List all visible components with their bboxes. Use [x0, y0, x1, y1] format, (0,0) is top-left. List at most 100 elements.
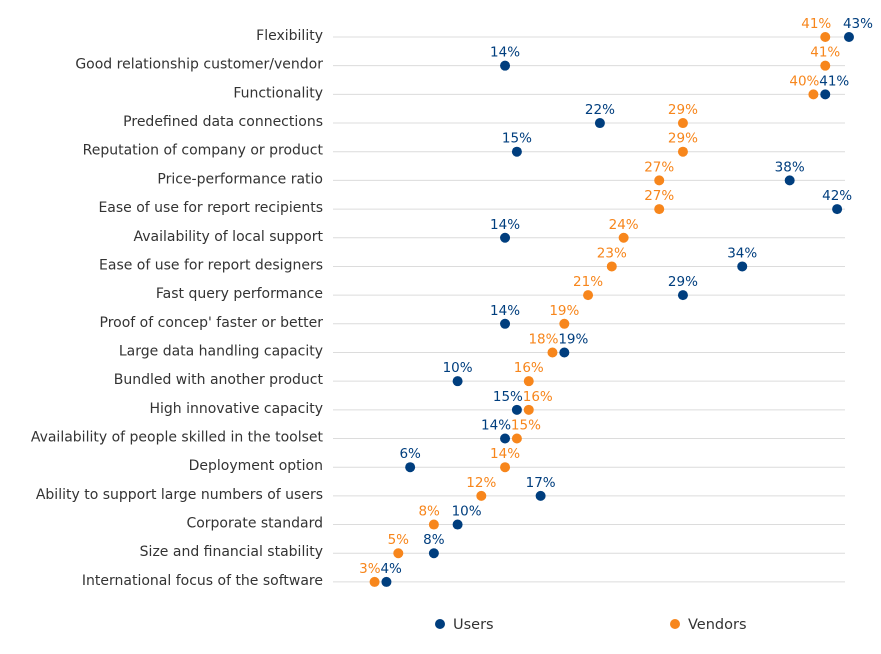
vendors-value-label: 29% [668, 131, 698, 147]
vendors-dot [511, 433, 522, 444]
users-dot [500, 433, 511, 444]
category-label: Ease of use for report recipients [98, 200, 323, 216]
vendors-value-label: 41% [810, 45, 840, 61]
users-dot [832, 204, 843, 215]
vendors-value-label: 14% [490, 446, 520, 462]
category-label: Size and financial stability [140, 544, 323, 560]
users-value-label: 14% [481, 418, 511, 434]
users-dot [535, 490, 546, 501]
users-value-label: 15% [502, 131, 532, 147]
users-value-label: 14% [490, 217, 520, 233]
users-dot [843, 32, 854, 42]
vendors-value-label: 8% [418, 504, 440, 520]
category-label: International focus of the software [82, 573, 323, 589]
users-dot [784, 175, 795, 186]
users-dot [381, 576, 392, 587]
vendors-dot [654, 175, 665, 186]
vendors-dot [547, 347, 558, 358]
vendors-dot [618, 232, 629, 243]
users-value-label: 15% [493, 389, 523, 405]
users-value-label: 6% [399, 446, 421, 462]
category-label: Good relationship customer/vendor [75, 57, 323, 73]
vendors-value-label: 16% [514, 360, 544, 376]
vendors-dot [369, 576, 380, 587]
users-dot [511, 146, 522, 157]
vendors-value-label: 19% [549, 303, 579, 319]
vendors-value-label: 24% [609, 217, 639, 233]
category-label: Ability to support large numbers of user… [36, 487, 323, 503]
users-value-label: 14% [490, 45, 520, 61]
category-label: Large data handling capacity [119, 343, 323, 359]
users-dot [452, 376, 463, 387]
vendors-value-label: 12% [466, 475, 496, 491]
legend-vendors-marker [670, 619, 680, 629]
category-label: Deployment option [189, 458, 323, 474]
vendors-dot [559, 318, 570, 329]
users-dot [737, 261, 748, 272]
users-dot [452, 519, 463, 530]
vendors-value-label: 29% [668, 102, 698, 118]
users-dot [500, 232, 511, 243]
vendors-dot [820, 32, 831, 42]
vendors-value-label: 41% [801, 16, 831, 32]
vendors-value-label: 21% [573, 274, 603, 290]
users-value-label: 19% [558, 331, 588, 347]
users-dot [500, 60, 511, 71]
users-value-label: 10% [443, 360, 473, 376]
vendors-value-label: 3% [359, 561, 381, 577]
category-label: Reputation of company or product [83, 143, 324, 159]
users-dot [428, 548, 439, 559]
vendors-dot [677, 146, 688, 157]
vendors-value-label: 27% [644, 159, 674, 175]
users-dot [820, 89, 831, 100]
vendors-value-label: 15% [511, 418, 541, 434]
vendors-dot [654, 204, 665, 215]
users-value-label: 42% [822, 188, 852, 204]
category-label: Price-performance ratio [157, 171, 323, 187]
users-value-label: 38% [775, 159, 805, 175]
users-dot [500, 318, 511, 329]
vendors-dot [606, 261, 617, 272]
users-value-label: 34% [727, 245, 757, 261]
users-dot [677, 290, 688, 301]
users-value-label: 43% [843, 16, 873, 32]
vendors-dot [523, 404, 534, 415]
users-value-label: 29% [668, 274, 698, 290]
users-dot [405, 462, 416, 473]
vendors-value-label: 23% [597, 245, 627, 261]
users-dot [594, 118, 605, 129]
users-value-label: 10% [452, 504, 482, 520]
category-label: Ease of use for report designers [99, 257, 323, 273]
legend-users-marker [435, 619, 445, 629]
category-label: Flexibility [256, 28, 323, 44]
vendors-dot [808, 89, 819, 100]
users-value-label: 22% [585, 102, 615, 118]
vendors-dot [393, 548, 404, 559]
vendors-dot [476, 490, 487, 501]
vendors-value-label: 40% [789, 73, 819, 89]
legend-vendors-label: Vendors [688, 617, 747, 633]
vendors-dot [523, 376, 534, 387]
users-dot [511, 404, 522, 415]
vendors-value-label: 16% [523, 389, 553, 405]
vendors-value-label: 18% [528, 331, 558, 347]
vendors-dot [500, 462, 511, 473]
vendors-dot [583, 290, 594, 301]
category-label: Availability of local support [133, 229, 323, 245]
vendors-dot [428, 519, 439, 530]
users-value-label: 14% [490, 303, 520, 319]
category-label: Proof of concep' faster or better [100, 315, 324, 331]
category-label: Availability of people skilled in the to… [31, 430, 324, 446]
vendors-value-label: 5% [388, 532, 410, 548]
vendors-dot [820, 60, 831, 71]
category-label: Functionality [233, 85, 323, 101]
vendors-dot [677, 118, 688, 129]
category-label: Predefined data connections [123, 114, 323, 130]
users-value-label: 8% [423, 532, 445, 548]
category-label: Fast query performance [156, 286, 323, 302]
category-label: Corporate standard [186, 516, 323, 532]
users-dot [559, 347, 570, 358]
vendors-value-label: 27% [644, 188, 674, 204]
users-value-label: 4% [380, 561, 402, 577]
